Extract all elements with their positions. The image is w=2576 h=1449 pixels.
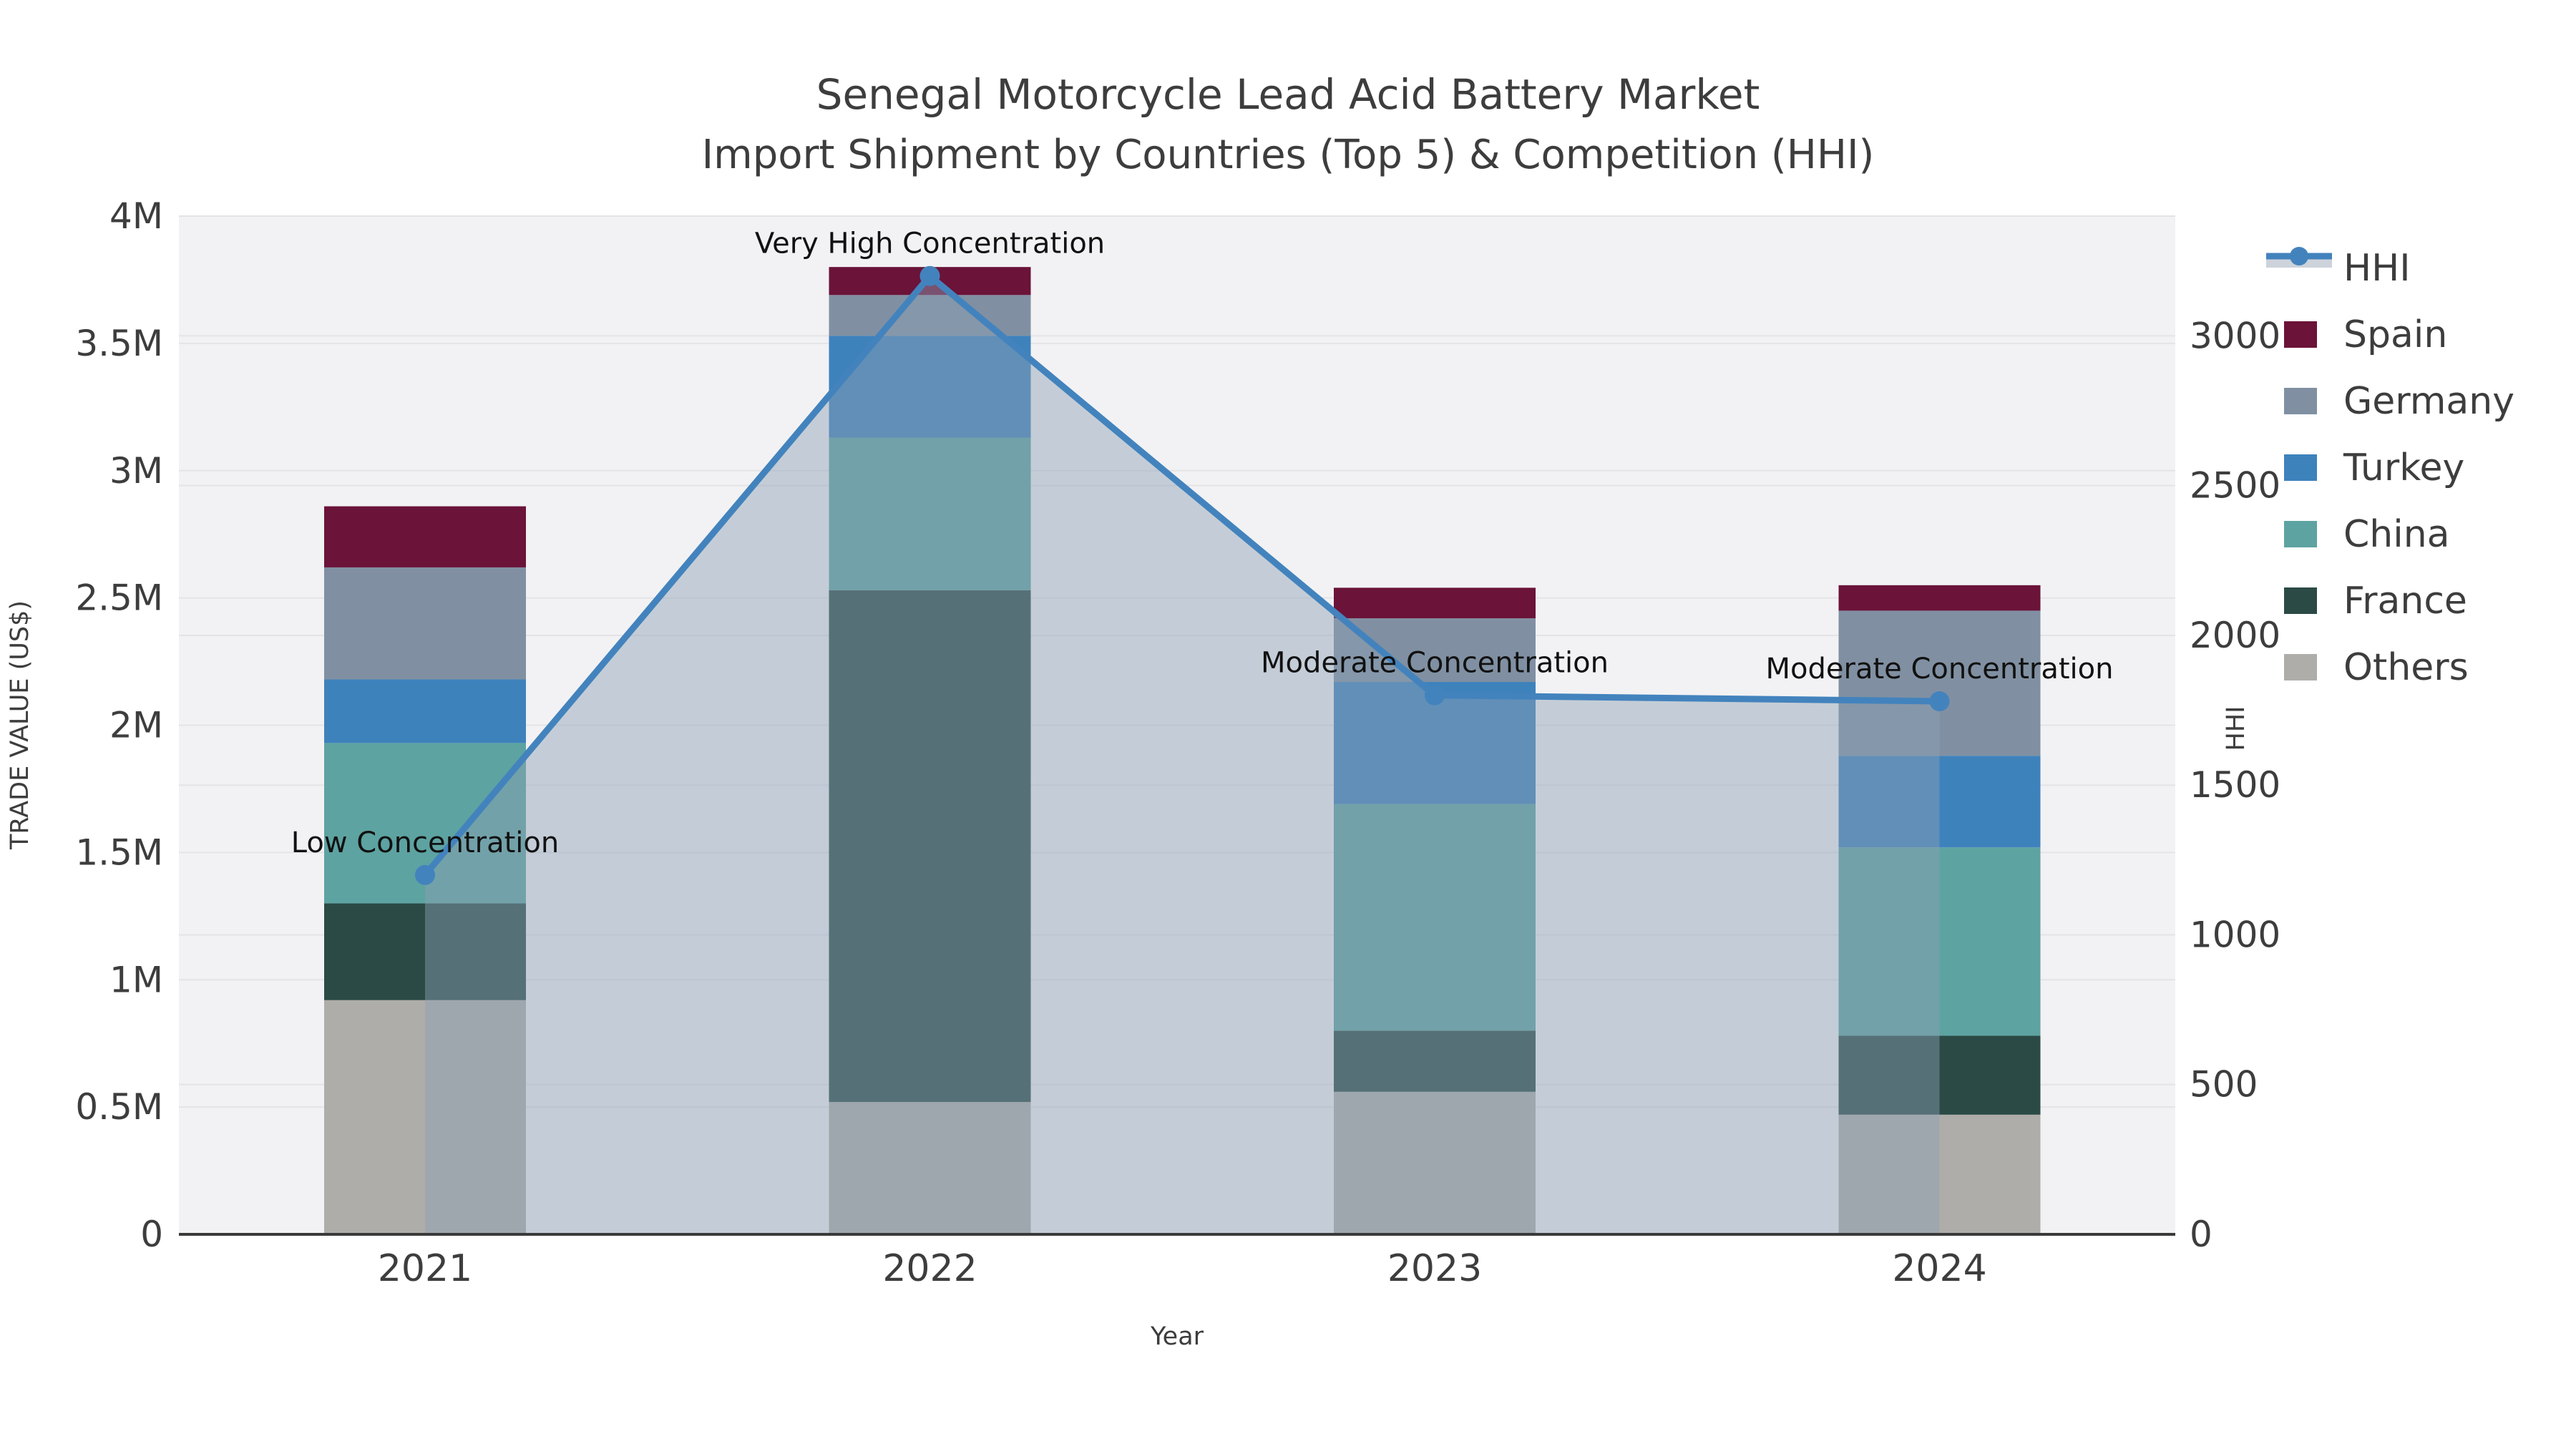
bar-segment-france-2022 (829, 590, 1031, 1103)
bar-segment-china-2022 (829, 437, 1031, 590)
legend-label: China (2343, 512, 2450, 556)
legend-color-swatch (2265, 587, 2343, 614)
bar-segment-turkey-2021 (324, 679, 526, 743)
right-tick-label: 1500 (2190, 764, 2280, 806)
bar-segment-turkey-2024 (1838, 756, 2041, 848)
legend-label: HHI (2343, 246, 2411, 290)
hhi-area-fill (425, 275, 1940, 1235)
legend-color-swatch (2265, 521, 2343, 547)
annotation-2023: Moderate Concentration (1261, 647, 1609, 680)
left-axis-title: TRADE VALUE (US$) (6, 600, 34, 850)
bar-segment-germany-2021 (324, 567, 526, 680)
hhi-line (422, 273, 1940, 877)
hhi-marker-2022 (919, 265, 940, 286)
bar-segment-germany-2023 (1334, 618, 1536, 683)
legend-label: France (2343, 579, 2467, 623)
hhi-marker-2021 (415, 864, 435, 885)
bar-segment-france-2024 (1838, 1035, 2041, 1115)
left-tick-label: 1M (109, 959, 163, 1000)
x-axis-title: Year (1150, 1322, 1204, 1351)
right-tick-label: 0 (2190, 1214, 2212, 1255)
legend-item-spain: Spain (2265, 301, 2514, 368)
bar-segment-spain-2023 (1334, 587, 1536, 619)
bar-segment-others-2021 (324, 1000, 526, 1234)
legend-item-others: Others (2265, 634, 2514, 701)
left-tick-label: 4M (109, 195, 163, 237)
left-tick-label: 0 (140, 1214, 163, 1255)
bar-segment-china-2024 (1838, 847, 2041, 1036)
left-tick-label: 0.5M (75, 1086, 163, 1128)
bar-segment-others-2024 (1838, 1114, 2041, 1234)
left-tick-label: 1.5M (75, 831, 163, 873)
legend-item-germany: Germany (2265, 368, 2514, 434)
left-tick-label: 3.5M (75, 323, 163, 364)
legend-label: Turkey (2343, 446, 2465, 489)
hhi-marker-2023 (1425, 685, 1445, 706)
x-tick-label: 2023 (1387, 1247, 1482, 1290)
bar-segment-others-2022 (829, 1102, 1031, 1234)
bar-segment-france-2021 (324, 903, 526, 1000)
legend-item-hhi: HHI (2265, 235, 2514, 301)
legend-label: Germany (2343, 379, 2515, 423)
legend-item-china: China (2265, 501, 2514, 567)
right-axis-title: HHI (2222, 706, 2250, 751)
right-tick-label: 3000 (2190, 315, 2280, 356)
legend-item-france: France (2265, 567, 2514, 634)
x-tick-label: 2021 (378, 1247, 472, 1290)
bar-segment-france-2023 (1334, 1030, 1536, 1092)
x-tick-label: 2024 (1892, 1247, 1986, 1290)
right-tick-label: 1000 (2190, 914, 2280, 955)
x-tick-label: 2022 (882, 1247, 977, 1290)
left-tick-label: 2M (109, 705, 163, 746)
bar-segment-china-2023 (1334, 804, 1536, 1031)
right-tick-label: 500 (2190, 1064, 2258, 1106)
legend-color-swatch (2265, 654, 2343, 680)
bar-segment-others-2023 (1334, 1091, 1536, 1234)
bar-segment-spain-2021 (324, 506, 526, 567)
legend-color-swatch (2265, 388, 2343, 414)
bar-segment-germany-2024 (1838, 610, 2041, 756)
annotation-2021: Low Concentration (291, 826, 559, 859)
hhi-marker-2024 (1929, 691, 1950, 712)
left-tick-label: 3M (109, 450, 163, 492)
annotation-2024: Moderate Concentration (1766, 653, 2114, 686)
left-tick-label: 2.5M (75, 577, 163, 619)
annotation-2022: Very High Concentration (755, 228, 1105, 260)
right-tick-label: 2000 (2190, 615, 2280, 656)
legend: HHI Spain Germany Turkey China France Others (2265, 235, 2514, 701)
right-tick-label: 2500 (2190, 465, 2280, 507)
legend-label: Spain (2343, 313, 2448, 356)
legend-color-swatch (2265, 454, 2343, 481)
chart-title: Senegal Motorcycle Lead Acid Battery Mar… (816, 70, 1760, 119)
legend-item-turkey: Turkey (2265, 434, 2514, 501)
legend-label: Others (2343, 645, 2469, 689)
legend-color-swatch (2265, 321, 2343, 348)
chart-subtitle: Import Shipment by Countries (Top 5) & C… (701, 132, 1875, 178)
bar-segment-spain-2024 (1838, 585, 2041, 611)
